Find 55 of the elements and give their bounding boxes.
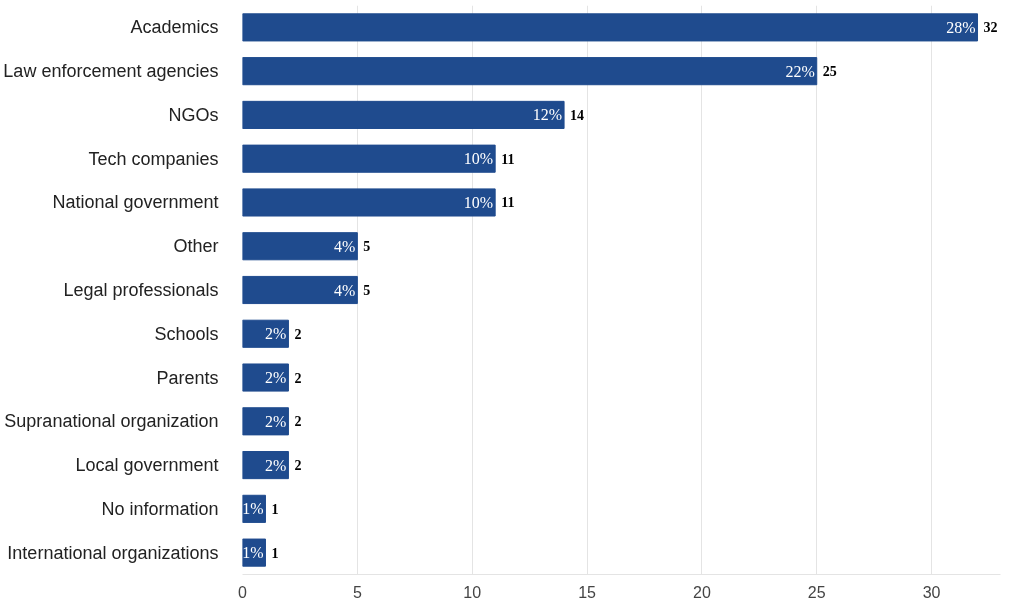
annotation: 1% bbox=[242, 544, 264, 562]
x-tick-label: 5 bbox=[352, 583, 362, 601]
data-label: 2 bbox=[294, 326, 302, 342]
annotation: 10% bbox=[463, 193, 494, 211]
annotation: 1% bbox=[242, 500, 264, 518]
x-tick-label: 30 bbox=[922, 583, 941, 601]
annotation: 2% bbox=[265, 412, 287, 430]
y-tick-label: Law enforcement agencies bbox=[3, 61, 219, 82]
x-tick-label: 20 bbox=[693, 583, 711, 601]
y-tick-label: Academics bbox=[130, 17, 219, 38]
data-label: 2 bbox=[294, 370, 302, 386]
bar bbox=[242, 13, 979, 42]
data-label: 1 bbox=[271, 545, 279, 561]
annotation: 28% bbox=[946, 18, 976, 36]
bar bbox=[242, 232, 358, 261]
bar bbox=[242, 407, 289, 436]
bar bbox=[242, 144, 496, 173]
data-label: 14 bbox=[570, 107, 585, 123]
y-tick-label: Parents bbox=[156, 367, 219, 388]
data-label: 25 bbox=[822, 64, 837, 80]
y-tick-label: Other bbox=[173, 236, 219, 257]
y-tick-label: No information bbox=[101, 498, 219, 519]
x-tick-label: 15 bbox=[578, 583, 597, 601]
data-label: 1 bbox=[271, 501, 279, 517]
bar bbox=[242, 275, 358, 305]
y-tick-label: National government bbox=[52, 192, 219, 213]
annotation: 2% bbox=[265, 369, 287, 387]
bar bbox=[242, 100, 565, 129]
annotation: 12% bbox=[532, 106, 563, 124]
bar bbox=[242, 363, 289, 392]
x-tick-label: 25 bbox=[807, 583, 826, 601]
y-tick-label: Supranational organization bbox=[4, 411, 219, 432]
annotation: 2% bbox=[265, 456, 287, 474]
data-label: 5 bbox=[363, 283, 371, 298]
y-tick-label: Legal professionals bbox=[63, 280, 219, 300]
data-label: 2 bbox=[294, 414, 302, 430]
x-tick-label: 0 bbox=[238, 583, 248, 601]
annotation: 22% bbox=[785, 62, 815, 80]
data-label: 11 bbox=[501, 195, 515, 211]
annotation: 4% bbox=[334, 281, 356, 299]
data-label: 5 bbox=[363, 239, 371, 255]
bar bbox=[242, 57, 818, 86]
data-label: 2 bbox=[294, 458, 302, 474]
data-label: 11 bbox=[501, 151, 515, 167]
y-tick-label: Local government bbox=[75, 455, 219, 476]
y-tick-label: NGOs bbox=[168, 104, 219, 125]
x-tick-label: 10 bbox=[463, 583, 482, 601]
bar bbox=[242, 188, 496, 217]
annotation: 2% bbox=[265, 325, 287, 343]
y-tick-label: Schools bbox=[154, 323, 219, 344]
y-tick-label: Tech companies bbox=[88, 148, 219, 169]
y-tick-label: International organizations bbox=[7, 542, 219, 563]
annotation: 10% bbox=[463, 150, 494, 168]
annotation: 4% bbox=[334, 237, 356, 255]
data-label: 32 bbox=[983, 20, 998, 36]
